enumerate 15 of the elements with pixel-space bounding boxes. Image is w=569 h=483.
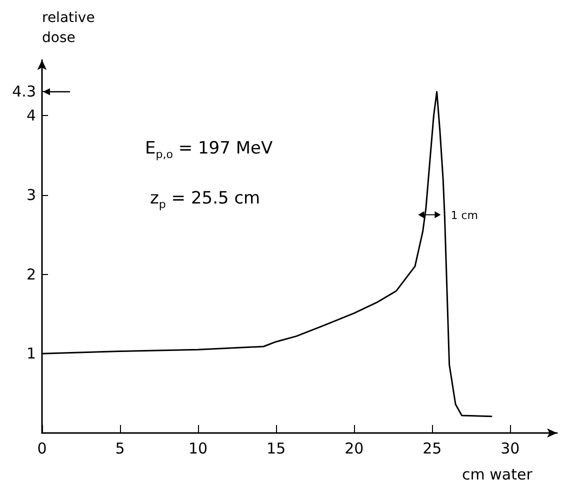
x-tick-label: 10: [188, 440, 208, 458]
y-tick-label: 1: [26, 344, 36, 363]
y-tick-label: 4.3: [12, 82, 36, 101]
y-axis-title: relative dose: [42, 10, 95, 46]
x-tick-label: 0: [37, 440, 47, 458]
y-tick-label: 3: [26, 186, 36, 204]
annotation: 1 cm: [450, 208, 478, 222]
x-tick-label: 20: [344, 440, 364, 458]
x-tick-label: 25: [422, 440, 442, 458]
x-tick-label: 15: [266, 440, 286, 458]
y-tick-label: 4: [26, 106, 36, 125]
x-axis-title: cm water: [462, 466, 534, 483]
x-tick-label: 30: [500, 440, 520, 458]
x-tick-label: 5: [115, 440, 125, 458]
y-tick-label: 2: [26, 265, 36, 284]
